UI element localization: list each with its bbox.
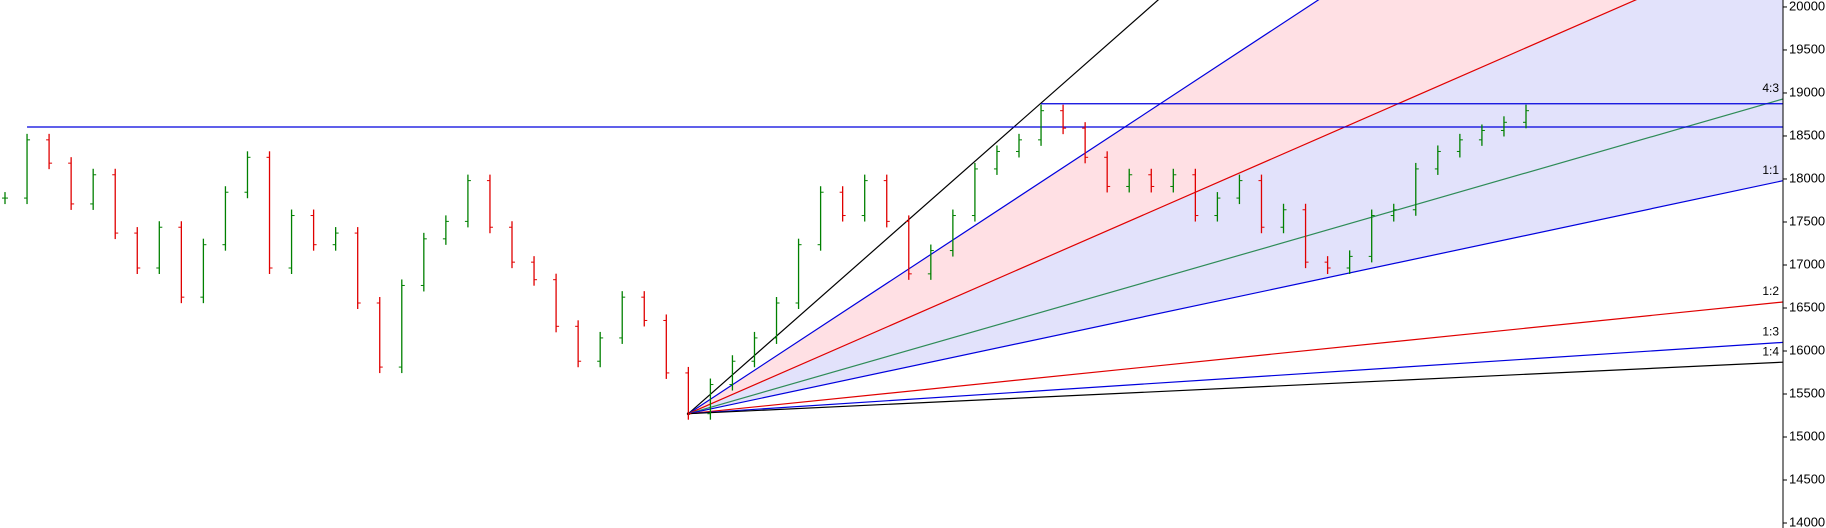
fan-line — [688, 0, 1320, 415]
fan-line — [688, 0, 1638, 415]
fan-label: 1:4 — [1762, 344, 1779, 358]
fan-line — [687, 0, 1159, 415]
y-tick-label: 18000 — [1789, 170, 1825, 185]
fan-label: 1:1 — [1762, 163, 1779, 177]
fan-line — [688, 98, 1784, 415]
y-tick-label: 19000 — [1789, 84, 1825, 99]
fan-label: 1:2 — [1762, 284, 1779, 298]
y-tick-label: 20000 — [1789, 0, 1825, 13]
y-tick-label: 18500 — [1789, 127, 1825, 142]
y-tick-label: 14000 — [1789, 514, 1825, 528]
fan-line — [688, 341, 1784, 415]
y-tick-label: 14500 — [1789, 471, 1825, 486]
y-tick-label: 19500 — [1789, 41, 1825, 56]
fan-label: 1:3 — [1762, 325, 1779, 339]
y-tick-label: 15500 — [1789, 385, 1825, 400]
y-tick-label: 16500 — [1789, 299, 1825, 314]
fan-line — [688, 180, 1784, 415]
y-tick-label: 15000 — [1789, 428, 1825, 443]
fan-line — [688, 301, 1784, 415]
y-tick-label: 16000 — [1789, 342, 1825, 357]
y-tick-label: 17000 — [1789, 256, 1825, 271]
y-tick-label: 17500 — [1789, 213, 1825, 228]
fan-label: 4:3 — [1762, 81, 1779, 95]
fan-line — [688, 361, 1784, 415]
